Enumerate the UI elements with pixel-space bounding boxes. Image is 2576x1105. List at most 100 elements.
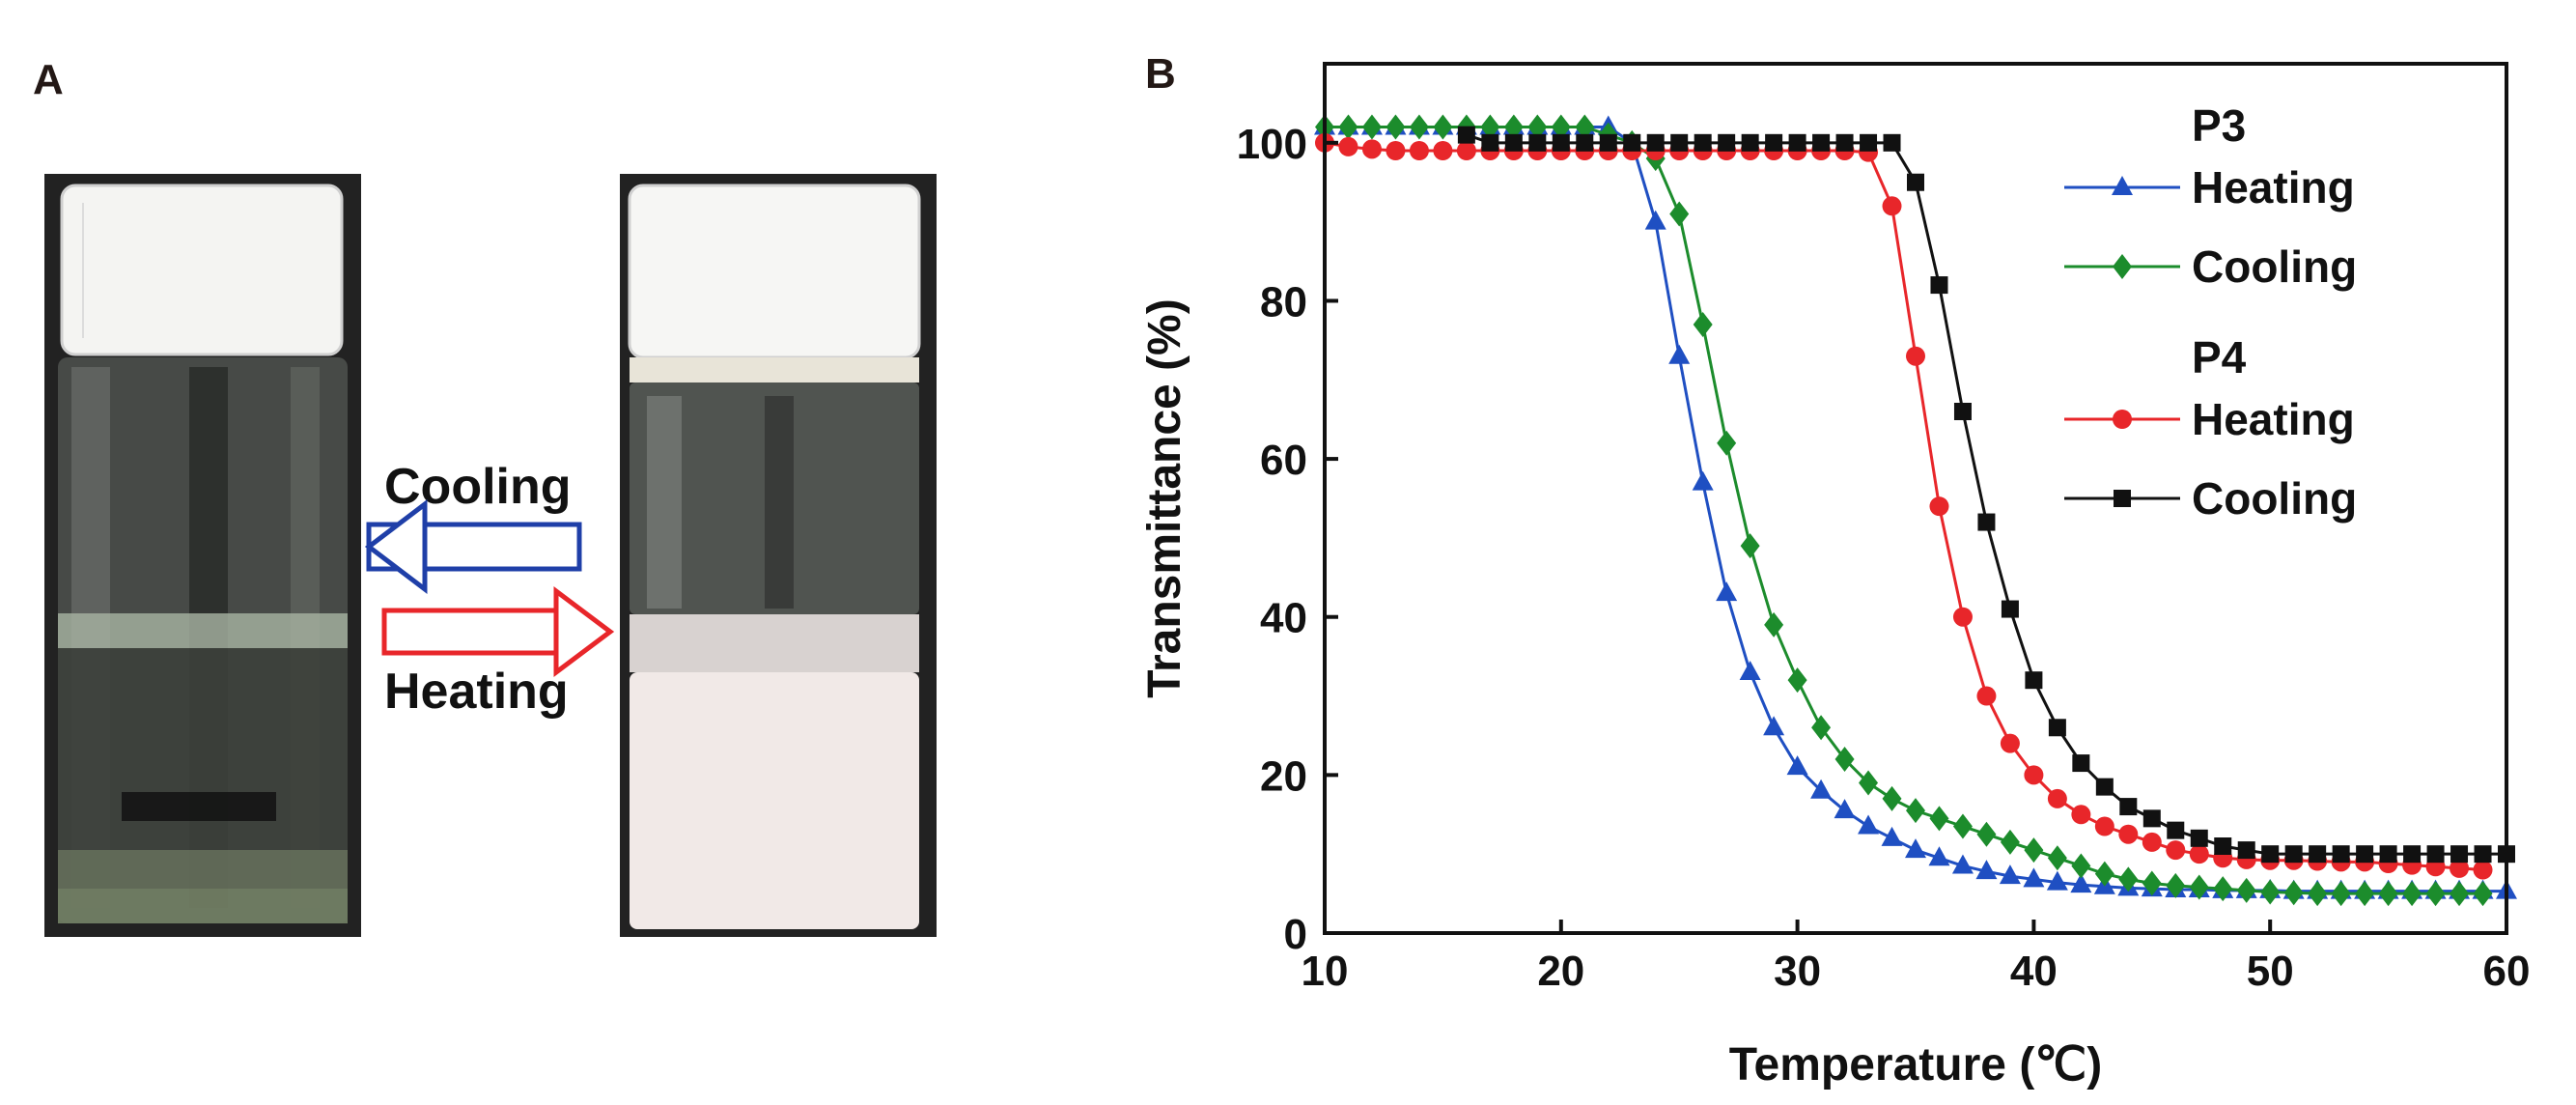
legend-group-title: P3 xyxy=(2192,100,2246,151)
data-point xyxy=(1503,114,1524,140)
data-point xyxy=(1623,133,1641,152)
data-point xyxy=(1930,276,1948,295)
legend-entry: Heating xyxy=(2064,162,2355,212)
data-point xyxy=(1338,136,1358,156)
data-point xyxy=(1456,141,1476,160)
y-tick-label: 80 xyxy=(1260,278,1307,326)
data-point xyxy=(2190,829,2208,847)
data-point xyxy=(2070,873,2092,893)
data-point xyxy=(2189,874,2209,900)
data-point xyxy=(1527,114,1548,140)
y-tick-label: 20 xyxy=(1260,752,1307,800)
turbid-solution-vial xyxy=(620,174,937,937)
data-point xyxy=(1952,607,1973,627)
legend-group-title: P4 xyxy=(2192,332,2247,382)
data-point xyxy=(1905,838,1926,859)
data-point xyxy=(1810,779,1833,799)
y-axis-title: Transmittance (%) xyxy=(1139,298,1190,697)
data-point xyxy=(1929,806,1949,832)
data-point xyxy=(1835,133,1854,152)
data-point xyxy=(2071,853,2091,879)
data-point xyxy=(2425,881,2446,907)
legend-label: Cooling xyxy=(2192,473,2357,524)
legend-label: Heating xyxy=(2192,394,2355,444)
data-point xyxy=(2261,845,2280,864)
data-point xyxy=(2166,872,2186,898)
data-point xyxy=(2118,866,2139,892)
data-point xyxy=(1883,133,1901,152)
data-point xyxy=(2095,778,2114,796)
data-point xyxy=(2166,840,2186,861)
data-point xyxy=(2473,881,2493,907)
data-point xyxy=(1859,770,1879,796)
data-point xyxy=(1928,846,1950,866)
data-point xyxy=(1409,114,1429,140)
x-tick-label: 50 xyxy=(2247,948,2294,995)
data-point xyxy=(1740,533,1760,559)
clear-solution-vial xyxy=(44,174,361,937)
data-point xyxy=(2167,821,2185,839)
data-point xyxy=(1386,114,1406,140)
data-point xyxy=(1718,133,1736,152)
data-point xyxy=(1882,196,1902,216)
data-point xyxy=(2402,881,2422,907)
data-point xyxy=(1975,860,1998,880)
data-point xyxy=(1457,126,1475,144)
data-point xyxy=(1860,133,1878,152)
legend-label: Heating xyxy=(2192,162,2355,212)
data-point xyxy=(1976,686,1997,706)
legend-marker xyxy=(2113,254,2132,279)
data-point xyxy=(2023,867,2045,888)
data-point xyxy=(1338,114,1358,140)
data-point xyxy=(2284,845,2303,864)
data-point xyxy=(2379,845,2397,864)
y-tick-label: 100 xyxy=(1237,121,1307,168)
x-tick-label: 10 xyxy=(1302,948,1349,995)
data-point xyxy=(2237,841,2255,860)
data-point xyxy=(1811,715,1832,741)
data-point xyxy=(1361,139,1382,159)
data-point xyxy=(1481,133,1499,152)
data-point xyxy=(2214,837,2232,855)
x-tick-label: 40 xyxy=(2010,948,2058,995)
data-point xyxy=(1881,826,1903,846)
data-point xyxy=(1786,755,1808,776)
data-point xyxy=(2072,754,2090,773)
data-point xyxy=(2213,876,2233,902)
data-point xyxy=(1716,581,1738,602)
data-point xyxy=(2118,824,2139,844)
data-point xyxy=(1668,344,1691,364)
data-point xyxy=(1575,114,1595,140)
data-point xyxy=(2142,870,2162,896)
data-point xyxy=(1787,667,1807,694)
data-point xyxy=(2378,881,2398,907)
series-p4-cooling xyxy=(1457,126,2515,864)
data-point xyxy=(1504,133,1523,152)
data-point xyxy=(1951,854,1974,874)
data-point xyxy=(2236,877,2256,903)
data-point xyxy=(1669,201,1690,227)
data-point xyxy=(2142,832,2162,852)
data-point xyxy=(1694,133,1712,152)
data-point xyxy=(1952,813,1973,839)
series-p3-cooling xyxy=(1315,114,2493,907)
data-point xyxy=(1644,210,1666,230)
data-point xyxy=(1361,114,1382,140)
cooling-arrowhead xyxy=(364,498,428,595)
data-point xyxy=(1765,133,1783,152)
data-point xyxy=(2046,870,2068,891)
data-point xyxy=(1386,141,1406,160)
data-point xyxy=(1739,661,1761,680)
data-point xyxy=(1858,814,1880,835)
legend-label: Cooling xyxy=(2192,241,2357,292)
data-point xyxy=(1906,798,1925,824)
data-point xyxy=(2309,845,2327,864)
data-point xyxy=(2450,881,2470,907)
data-point xyxy=(2071,805,2091,825)
data-point xyxy=(1834,799,1856,819)
data-point xyxy=(1717,430,1737,456)
data-point xyxy=(1763,716,1785,736)
legend-entry: Cooling xyxy=(2064,473,2357,524)
legend-entry: Cooling xyxy=(2064,241,2357,292)
